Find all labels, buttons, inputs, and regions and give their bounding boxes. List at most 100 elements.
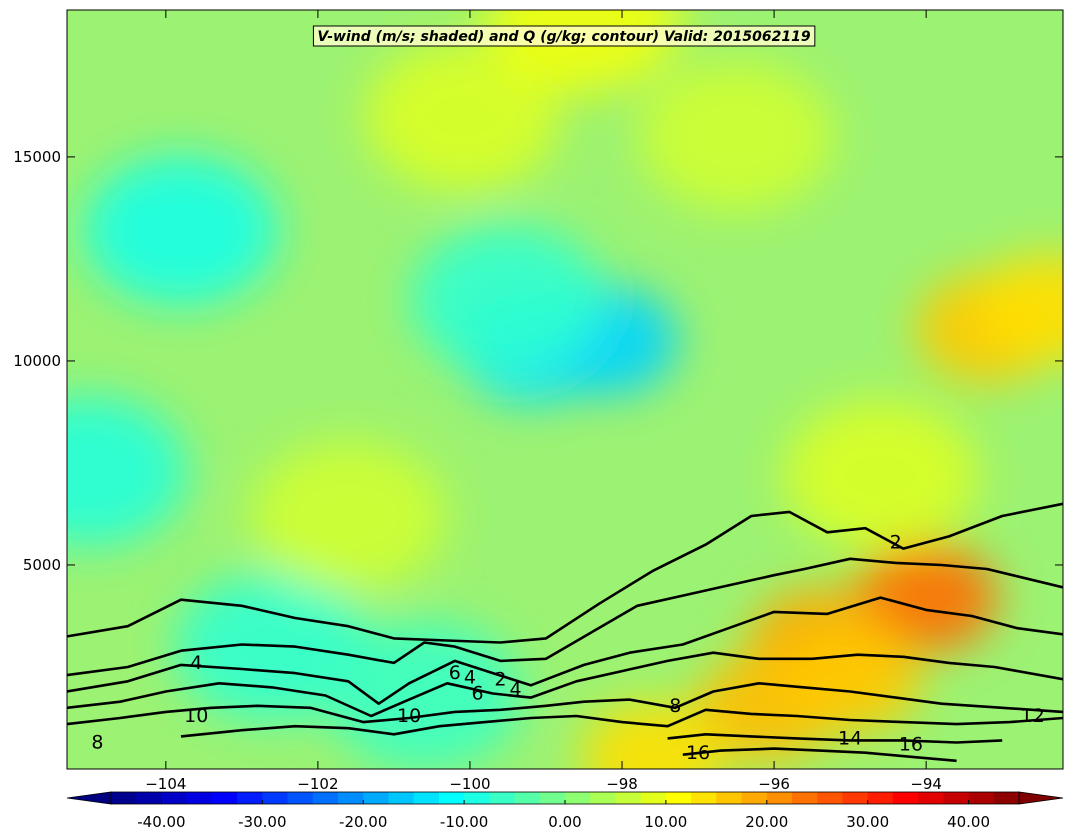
colorbar-tick-label: -10.00 (440, 813, 488, 831)
chart-title-box: V-wind (m/s; shaded) and Q (g/kg; contou… (312, 25, 816, 47)
colorbar-segment (338, 792, 364, 804)
y-axis: 5000 10000 15000 (13, 148, 1063, 574)
x-tick-label: −98 (606, 775, 638, 793)
plot-frame (66, 9, 1064, 770)
vwind-feature (83, 155, 279, 306)
q-contour-label: 6 (449, 662, 461, 684)
colorbar-segment (464, 792, 490, 804)
colorbar-segment (565, 792, 591, 804)
q-contour-label: 12 (1020, 705, 1044, 727)
q-contour-label: 10 (397, 705, 421, 727)
colorbar-segment (968, 792, 995, 804)
colorbar-segment (691, 792, 717, 804)
colorbar-tick-label: -30.00 (238, 813, 286, 831)
vwind-feature (854, 542, 998, 653)
colorbar: -40.00 -30.00 -20.00 -10.00 0.00 10.00 20.00 30… (66, 791, 1064, 831)
colorbar-segment (136, 792, 162, 804)
x-tick-label: −94 (910, 775, 942, 793)
colorbar-segment (413, 792, 440, 804)
colorbar-segment (161, 792, 188, 804)
colorbar-tick-label: 30.00 (846, 813, 889, 831)
q-contour-line (67, 557, 1063, 677)
q-contour-line (67, 502, 1063, 644)
colorbar-segment (918, 792, 944, 804)
colorbar-segment (842, 792, 869, 804)
colorbar-extend-max (1018, 791, 1064, 805)
colorbar-segment (489, 792, 516, 804)
q-contour-line (67, 651, 1063, 718)
q-contour-label: 2 (494, 668, 506, 690)
q-contour-label: 16 (899, 734, 923, 756)
colorbar-segment (665, 792, 692, 804)
colorbar-segment (867, 792, 894, 804)
q-contour-label: 4 (510, 679, 522, 701)
colorbar-segment (741, 792, 768, 804)
colorbar-segment (388, 792, 415, 804)
q-contour-label: 8 (669, 695, 681, 717)
title-background (312, 25, 816, 47)
colorbar-segment (287, 792, 314, 804)
colorbar-tick-label: 0.00 (548, 813, 581, 831)
colorbar-segment (615, 792, 642, 804)
colorbar-segment (111, 792, 137, 804)
q-contour-line (180, 708, 1063, 738)
colorbar-segment (211, 792, 238, 804)
vwind-feature (976, 252, 1063, 363)
y-tick-label: 5000 (23, 556, 61, 574)
colorbar-segment (237, 792, 263, 804)
colorbar-segment (993, 792, 1020, 804)
vwind-feature (364, 41, 560, 192)
colorbar-tick-label: 40.00 (947, 813, 990, 831)
colorbar-extend-min (66, 791, 112, 805)
q-contour-label: 4 (464, 666, 476, 688)
colorbar-segment (363, 792, 389, 804)
colorbar-segment (262, 792, 289, 804)
q-contour-label: 16 (686, 742, 710, 764)
colorbar-segment (792, 792, 818, 804)
x-axis: −104 −102 −100 −98 −96 −94 (145, 10, 942, 793)
vwind-feature (783, 400, 979, 551)
colorbar-segment (716, 792, 743, 804)
q-contour-label: 10 (184, 705, 208, 727)
q-contour-label: 2 (890, 532, 902, 554)
q-contour-line (682, 747, 957, 763)
x-tick-label: −104 (145, 775, 186, 793)
y-tick-label: 15000 (13, 148, 61, 166)
q-contour-label: 8 (91, 732, 103, 754)
q-contours (67, 502, 1063, 763)
colorbar-tick-label: 10.00 (644, 813, 687, 831)
colorbar-segment (539, 792, 566, 804)
q-contour-line (67, 682, 1063, 726)
vwind-feature (67, 396, 188, 547)
colorbar-segment (817, 792, 843, 804)
colorbar-segment (438, 792, 465, 804)
colorbar-tick-label: -20.00 (339, 813, 387, 831)
q-contour-label: 4 (190, 652, 202, 674)
colorbar-tick-label: 20.00 (745, 813, 788, 831)
vwind-feature (410, 224, 606, 375)
colorbar-tick-label: -40.00 (137, 813, 185, 831)
x-tick-label: −96 (758, 775, 790, 793)
colorbar-segment (514, 792, 541, 804)
vwind-feature (638, 61, 834, 212)
q-contour-label: 14 (838, 728, 862, 750)
colorbar-segment (640, 792, 667, 804)
vwind-feature (778, 624, 922, 735)
colorbar-segment (943, 792, 970, 804)
q-contour-line (667, 733, 1003, 744)
q-contour-line (67, 596, 1063, 705)
chart-title: V-wind (m/s; shaded) and Q (g/kg; contou… (317, 29, 810, 45)
q-contour-label: 6 (472, 683, 484, 705)
vwind-feature (250, 441, 446, 591)
colorbar-segment (590, 792, 616, 804)
colorbar-segment (312, 792, 339, 804)
colorbar-segment (892, 792, 919, 804)
colorbar-segment (186, 792, 213, 804)
x-tick-label: −100 (449, 775, 490, 793)
x-tick-label: −102 (297, 775, 338, 793)
y-tick-label: 10000 (13, 352, 61, 370)
colorbar-segment (766, 792, 793, 804)
